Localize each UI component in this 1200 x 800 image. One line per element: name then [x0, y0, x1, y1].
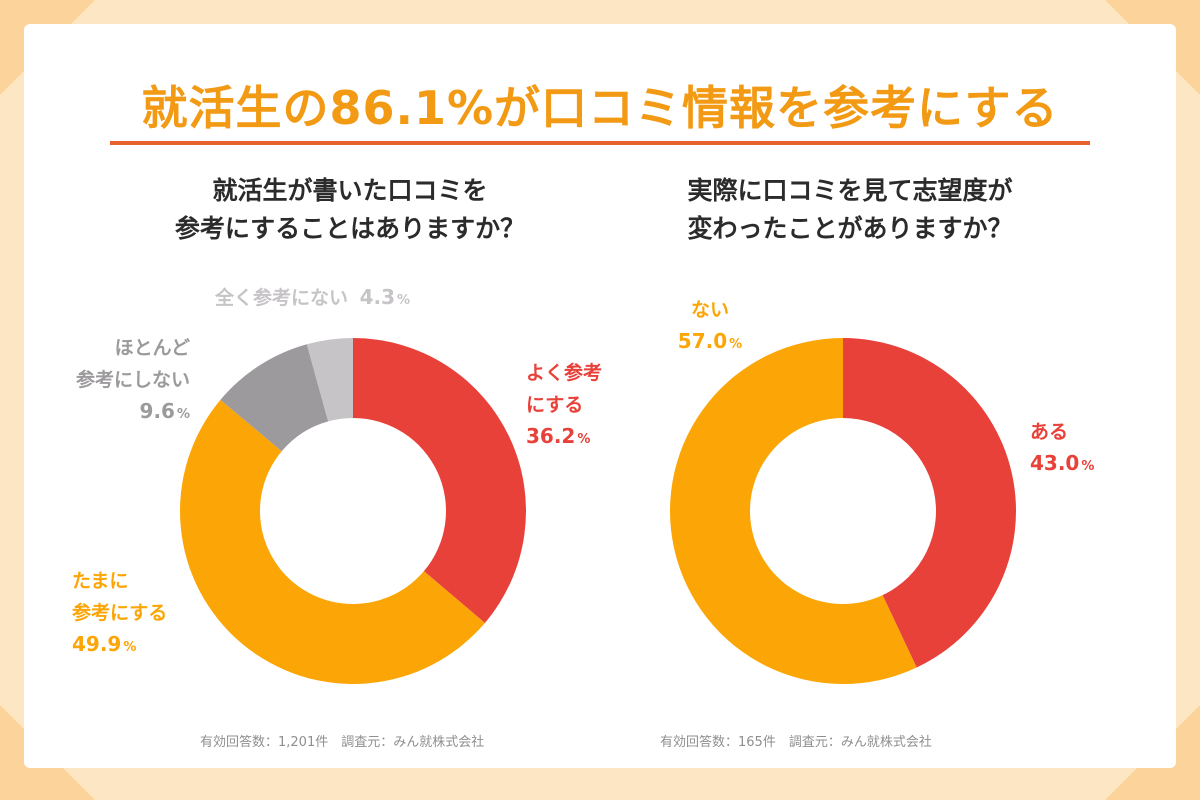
- chart2-title: 実際に口コミを見て志望度が 変わったことがありますか？: [687, 176, 1013, 243]
- chart1-slice-0: [353, 338, 527, 623]
- chart1-title: 就活生が書いた口コミを 参考にすることはありますか？: [174, 176, 526, 243]
- slice-label-unit: %: [1081, 459, 1095, 474]
- chart1-donut: [180, 338, 527, 684]
- chart1-slice-1: [180, 399, 485, 684]
- chart1-slice-2: [220, 344, 329, 452]
- page-title: 就活生の86.1%が口コミ情報を参考にする: [141, 81, 1059, 135]
- slice-label-unit: %: [176, 407, 190, 422]
- chart2-footer: 有効回答数：165件 調査元：みん就株式会社: [660, 735, 932, 750]
- content-panel: [24, 24, 1176, 768]
- slice-label-value: 36.2: [526, 424, 576, 448]
- chart1-footer: 有効回答数：1,201件 調査元：みん就株式会社: [200, 735, 485, 750]
- slice-label-nai: ない 57.0%: [672, 294, 748, 356]
- slice-label-unit: %: [397, 293, 411, 308]
- slice-label-text: ない: [690, 299, 729, 321]
- slice-label-text: ほとんど 参考にしない: [75, 337, 190, 391]
- chart2-slice-1: [669, 338, 917, 684]
- slice-label-value: 9.6: [139, 399, 175, 423]
- slice-label-value: 57.0: [677, 329, 728, 353]
- chart1-slice-3: [306, 338, 353, 422]
- chart2-slice-0: [843, 338, 1016, 668]
- slice-label-mattaku: 全く参考にない 4.3%: [215, 282, 410, 314]
- slice-label-value: 49.9: [72, 632, 122, 656]
- slice-label-unit: %: [729, 337, 743, 352]
- title-underline: [110, 141, 1090, 145]
- slice-label-unit: %: [123, 640, 137, 655]
- slice-label-text: ある: [1030, 421, 1069, 443]
- slice-label-aru: ある 43.0%: [1030, 416, 1094, 478]
- slice-label-text: たまに 参考にする: [72, 570, 168, 624]
- slice-label-tamani: たまに 参考にする 49.9%: [72, 565, 167, 659]
- slice-label-value: 43.0: [1030, 451, 1080, 475]
- slice-label-unit: %: [577, 432, 591, 447]
- chart2-donut: [669, 338, 1016, 684]
- slice-label-value: 4.3: [359, 285, 396, 309]
- slice-label-text: 全く参考にない: [215, 287, 349, 309]
- slice-label-hotondo: ほとんど 参考にしない 9.6%: [50, 332, 190, 426]
- slice-label-yoku: よく参考 にする 36.2%: [526, 357, 602, 451]
- slice-label-text: よく参考 にする: [526, 362, 603, 416]
